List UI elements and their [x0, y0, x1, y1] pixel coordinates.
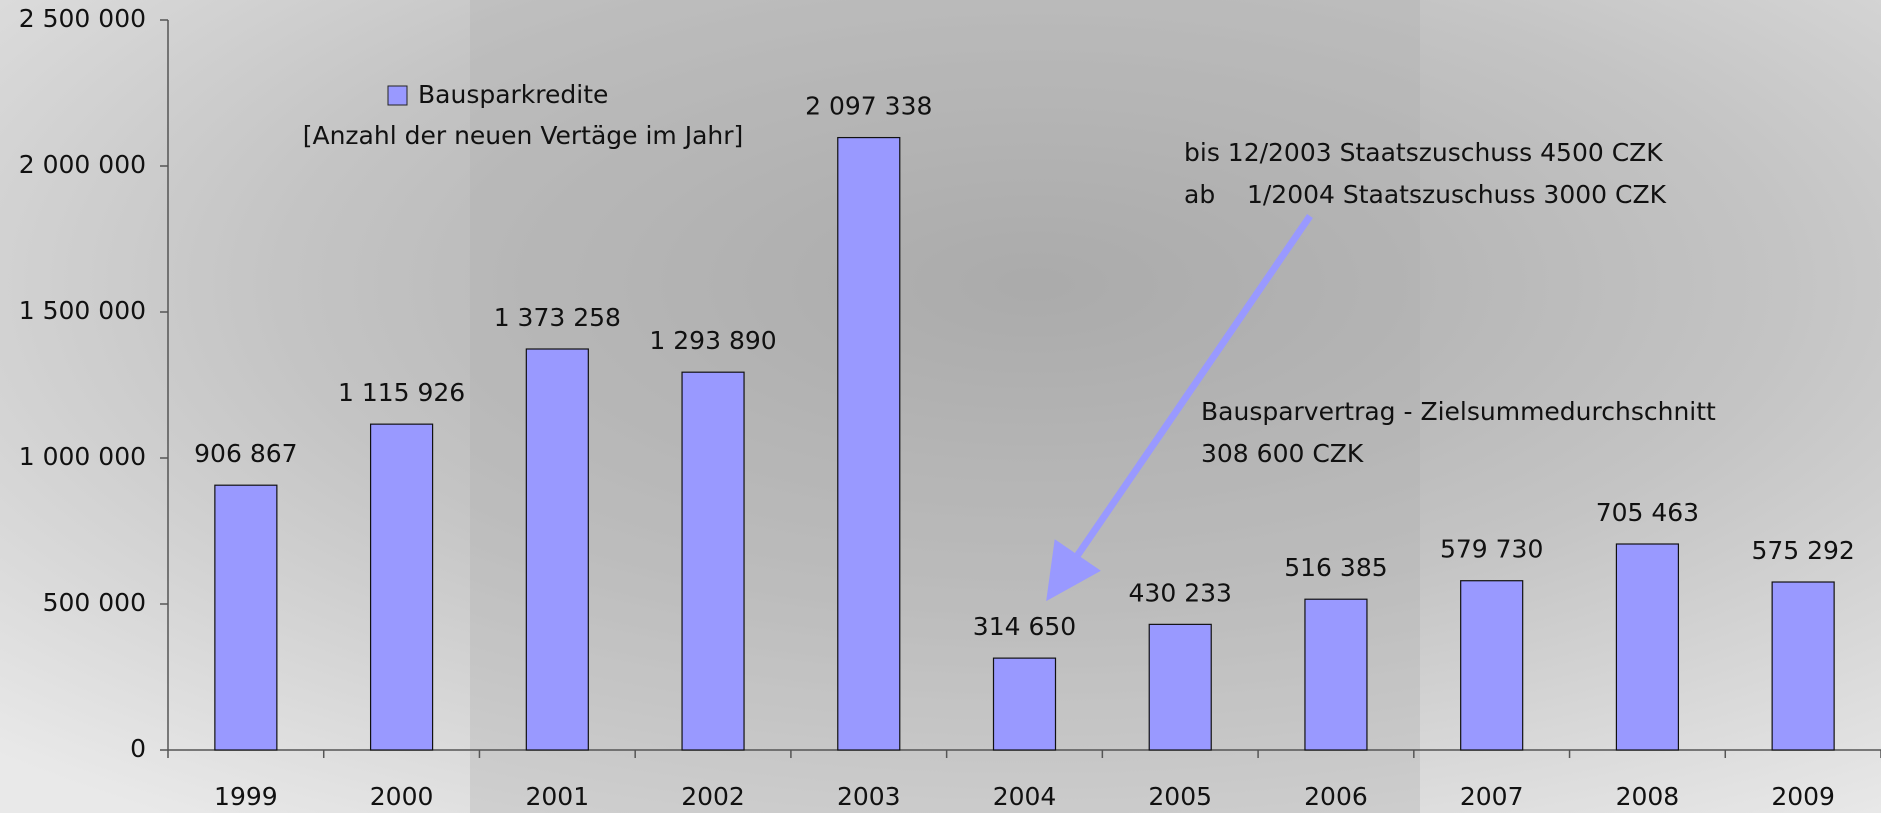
x-tick-label: 2000 — [370, 782, 434, 811]
bar — [1460, 580, 1524, 751]
value-label: 2 097 338 — [805, 92, 932, 121]
annotation: 308 600 CZK — [1201, 439, 1364, 468]
bar — [681, 371, 745, 751]
value-label: 575 292 — [1751, 536, 1854, 565]
x-tick-label: 2002 — [681, 782, 745, 811]
value-label: 1 115 926 — [338, 378, 465, 407]
y-tick-label: 0 — [130, 734, 146, 763]
value-label: 705 463 — [1596, 498, 1699, 527]
x-tick-label: 2006 — [1304, 782, 1368, 811]
annotation-arrow — [1046, 214, 1313, 602]
value-label: 430 233 — [1129, 578, 1232, 607]
x-tick-label: 2008 — [1616, 782, 1680, 811]
y-tick-label: 500 000 — [43, 588, 146, 617]
legend-swatch — [387, 85, 408, 106]
y-tick-label: 2 000 000 — [19, 150, 146, 179]
bar — [214, 484, 278, 751]
background-emblem — [470, 0, 1420, 813]
bar — [992, 657, 1057, 751]
x-tick-label: 2003 — [837, 782, 901, 811]
annotation: Bausparvertrag - Zielsummedurchschnitt — [1201, 397, 1716, 426]
x-tick-label: 2009 — [1771, 782, 1835, 811]
bar — [1148, 623, 1212, 751]
bar — [837, 136, 901, 751]
y-tick-label: 1 500 000 — [19, 296, 146, 325]
x-tick-label: 2001 — [526, 782, 590, 811]
x-tick-label: 2005 — [1148, 782, 1212, 811]
bar — [1304, 598, 1368, 751]
x-tick-label: 2004 — [993, 782, 1057, 811]
x-tick-label: 2007 — [1460, 782, 1524, 811]
y-tick-label: 1 000 000 — [19, 442, 146, 471]
value-label: 1 373 258 — [494, 303, 621, 332]
value-label: 314 650 — [973, 612, 1076, 641]
annotation: bis 12/2003 Staatszuschuss 4500 CZK — [1184, 138, 1663, 167]
bar — [369, 423, 434, 751]
value-label: 579 730 — [1440, 535, 1543, 564]
bar — [1771, 581, 1835, 751]
value-label: 516 385 — [1284, 553, 1387, 582]
legend-label: Bausparkredite — [418, 80, 608, 109]
legend-subtitle: [Anzahl der neuen Vertäge im Jahr] — [303, 121, 744, 150]
x-tick-label: 1999 — [214, 782, 278, 811]
bar — [1615, 543, 1680, 751]
value-label: 906 867 — [194, 439, 297, 468]
annotation: ab 1/2004 Staatszuschuss 3000 CZK — [1184, 180, 1667, 209]
bar — [525, 348, 589, 751]
value-label: 1 293 890 — [649, 326, 776, 355]
y-tick-label: 2 500 000 — [19, 4, 146, 33]
